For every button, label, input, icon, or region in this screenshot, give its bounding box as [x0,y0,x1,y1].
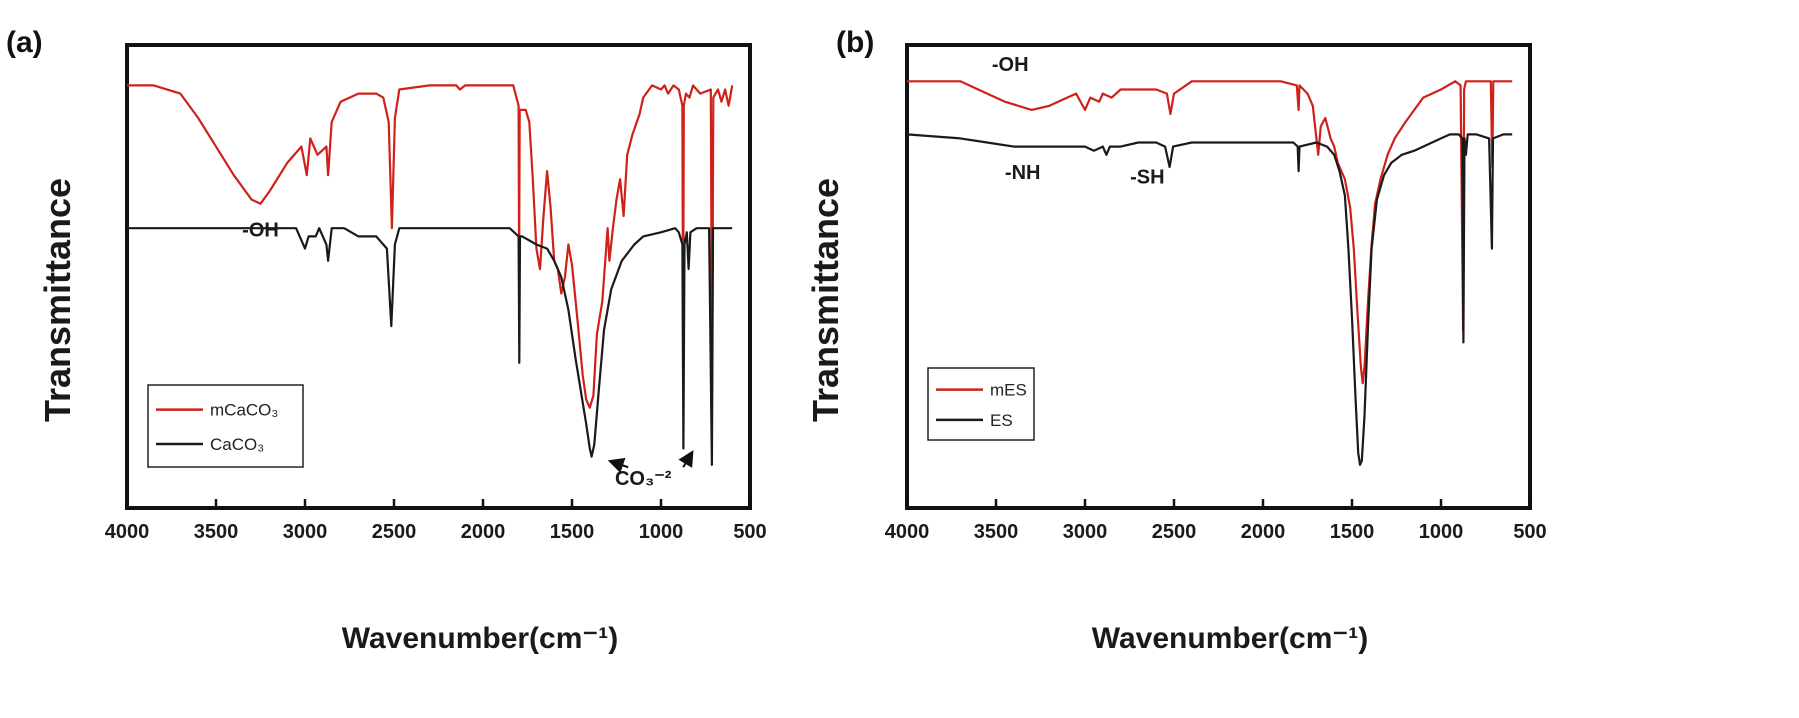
x-tick-label: 1500 [1330,521,1375,543]
y-axis-title-b: Transmittance [805,178,846,422]
series-line-modified [907,80,1513,385]
x-tick-label: 1000 [1419,521,1464,543]
peak-annotation: CO₃⁻² [615,468,672,490]
x-tick-label: 4000 [105,521,150,543]
legend-label: mCaCO₃ [210,401,278,420]
panel-label-b: (b) [836,26,874,59]
x-tick-label: 2000 [461,521,506,543]
legend-box [147,384,304,468]
x-tick-label: 3000 [1063,521,1108,543]
legend-label: mES [990,381,1027,400]
legend-label: CaCO₃ [210,435,264,454]
series-line-pristine [127,227,733,466]
series-layer-b [906,80,1513,466]
legend-a: mCaCO₃ CaCO₃ [147,384,304,468]
panel-a: (a) 4000 3500 3000 2500 2000 1500 1000 500 -OH C… [6,26,767,655]
x-tick-label: 2500 [1152,521,1197,543]
peak-annotation: -OH [992,54,1029,76]
x-tick-label: 500 [733,521,766,543]
ftir-chart-a: (a) 4000 3500 3000 2500 2000 1500 1000 500 -OH C… [6,26,767,655]
peak-annotation: -NH [1005,162,1041,184]
y-axis-title-a: Transmittance [37,178,78,422]
legend-b: mES ES [927,367,1035,441]
x-tick-label: 3000 [283,521,328,543]
panel-label-a: (a) [6,26,43,59]
panel-b: (b) 4000 3500 3000 2500 2000 1500 1000 500 -OH -… [805,0,1799,718]
legend-label: ES [990,411,1013,430]
x-tick-label: 1000 [639,521,684,543]
x-ticks-a: 4000 3500 3000 2500 2000 1500 1000 500 [105,499,767,543]
x-tick-label: 1500 [550,521,595,543]
peak-annotation: -SH [1130,166,1164,188]
plot-border [125,43,752,510]
ftir-chart-b: (b) 4000 3500 3000 2500 2000 1500 1000 500 -OH-… [805,26,1547,655]
x-tick-label: 4000 [885,521,930,543]
x-tick-label: 500 [1513,521,1546,543]
x-axis-title-a: Wavenumber(cm⁻¹) [342,622,618,655]
plot-frame-b [905,43,1532,510]
x-tick-label: 3500 [194,521,239,543]
series-line-modified [127,84,734,409]
x-tick-label: 2000 [1241,521,1286,543]
x-tick-label: 2500 [372,521,417,543]
x-tick-label: 3500 [974,521,1019,543]
annotation-arrow [678,450,694,468]
annotations-b: -OH -NH -SH [992,54,1165,188]
series-layer-a [127,84,734,466]
annotations-a: -OH CO₃⁻² [242,219,694,490]
plot-frame-a [125,43,752,510]
legend-box [927,367,1035,441]
series-line-pristine [906,133,1513,466]
peak-annotation: -OH [242,219,279,241]
x-axis-title-b: Wavenumber(cm⁻¹) [1092,622,1368,655]
plot-border [905,43,1532,510]
x-ticks-b: 4000 3500 3000 2500 2000 1500 1000 500 [885,499,1547,543]
annotation-arrow [607,457,629,474]
